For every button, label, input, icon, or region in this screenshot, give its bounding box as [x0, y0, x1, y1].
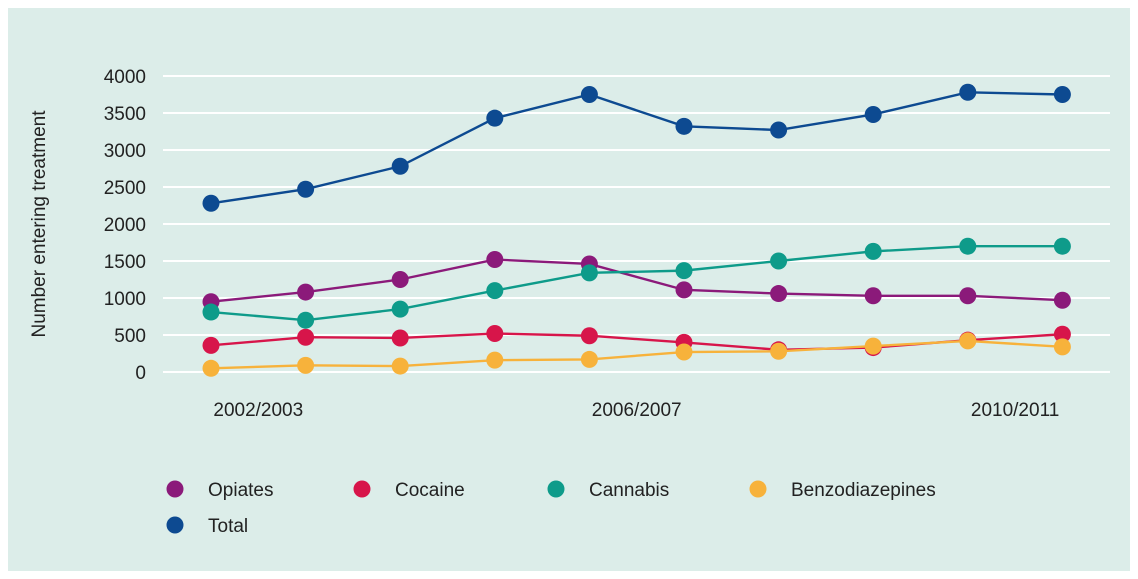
legend-marker — [547, 480, 565, 498]
data-point — [486, 251, 504, 269]
data-point — [770, 252, 788, 270]
data-point — [202, 359, 220, 377]
y-axis-ticks: 0 500 1000 1500 2000 2500 3000 3500 4000 — [104, 67, 146, 384]
y-tick-label: 500 — [114, 326, 146, 347]
data-point — [864, 337, 882, 355]
data-point — [297, 180, 315, 198]
data-point — [297, 356, 315, 374]
data-point — [864, 105, 882, 123]
series-lines — [202, 83, 1071, 377]
data-point — [580, 86, 598, 103]
data-point — [580, 327, 598, 345]
data-point — [864, 287, 882, 305]
chart-panel: 0 500 1000 1500 2000 2500 3000 3500 4000 2002/20… — [8, 8, 1130, 571]
data-point — [391, 271, 409, 288]
x-tick-label: 2002/2003 — [213, 400, 303, 421]
data-point — [864, 242, 882, 260]
legend-marker — [353, 480, 371, 498]
grid-lines — [163, 75, 1110, 373]
data-point — [391, 357, 409, 375]
y-tick-label: 3500 — [104, 104, 146, 125]
data-point — [391, 157, 409, 175]
data-point — [202, 303, 220, 321]
data-point — [297, 283, 315, 301]
x-tick-label: 2006/2007 — [592, 400, 682, 421]
data-point — [770, 121, 788, 139]
y-tick-label: 3000 — [104, 141, 146, 162]
data-point — [202, 336, 220, 354]
data-point — [675, 343, 693, 361]
series-opiates — [202, 251, 1071, 311]
legend-item-opiates: Opiates — [166, 480, 273, 501]
data-point — [1053, 338, 1071, 356]
legend-marker — [749, 480, 767, 498]
legend-label: Opiates — [208, 480, 273, 501]
y-tick-label: 2500 — [104, 178, 146, 199]
data-point — [675, 281, 693, 299]
data-point — [580, 350, 598, 368]
data-point — [770, 285, 788, 303]
series-line — [210, 244, 1063, 322]
legend-label: Cannabis — [589, 480, 669, 501]
legend: Opiates Cocaine Cannabis Benzodiazepines Tot… — [166, 480, 936, 537]
y-axis-title: Number entering treatment — [29, 110, 50, 338]
legend-label: Benzodiazepines — [791, 480, 936, 501]
data-point — [675, 117, 693, 135]
data-point — [486, 351, 504, 369]
legend-label: Cocaine — [395, 480, 465, 501]
data-point — [486, 282, 504, 300]
data-point — [1053, 237, 1071, 255]
legend-marker — [166, 516, 184, 534]
legend-marker — [166, 480, 184, 498]
data-point — [486, 109, 504, 127]
data-point — [297, 311, 315, 329]
data-point — [580, 264, 598, 282]
data-point — [486, 325, 504, 343]
y-tick-label: 1000 — [104, 289, 146, 310]
data-point — [297, 328, 315, 346]
data-point — [770, 342, 788, 360]
data-point — [959, 83, 977, 101]
data-point — [959, 332, 977, 350]
line-chart: 0 500 1000 1500 2000 2500 3000 3500 4000 2002/20… — [29, 67, 1110, 537]
series-benzodiazepines — [202, 332, 1071, 377]
y-tick-label: 0 — [135, 363, 146, 384]
series-total — [202, 83, 1071, 212]
data-point — [202, 194, 220, 212]
data-point — [1053, 291, 1071, 309]
data-point — [675, 262, 693, 280]
legend-item-total: Total — [166, 516, 248, 537]
legend-item-benzodiazepines: Benzodiazepines — [749, 480, 936, 501]
data-point — [391, 300, 409, 318]
series-line — [210, 91, 1063, 205]
data-point — [1053, 325, 1071, 343]
legend-item-cannabis: Cannabis — [547, 480, 669, 501]
data-point — [959, 287, 977, 305]
y-tick-label: 1500 — [104, 252, 146, 273]
data-point — [1053, 86, 1071, 103]
series-line — [210, 258, 1063, 303]
legend-label: Total — [208, 516, 248, 537]
data-point — [959, 237, 977, 255]
series-cannabis — [202, 237, 1071, 329]
y-tick-label: 2000 — [104, 215, 146, 236]
data-point — [391, 329, 409, 347]
x-tick-label: 2010/2011 — [971, 400, 1059, 421]
legend-item-cocaine: Cocaine — [353, 480, 465, 501]
series-line — [210, 339, 1063, 370]
y-tick-label: 4000 — [104, 67, 146, 88]
